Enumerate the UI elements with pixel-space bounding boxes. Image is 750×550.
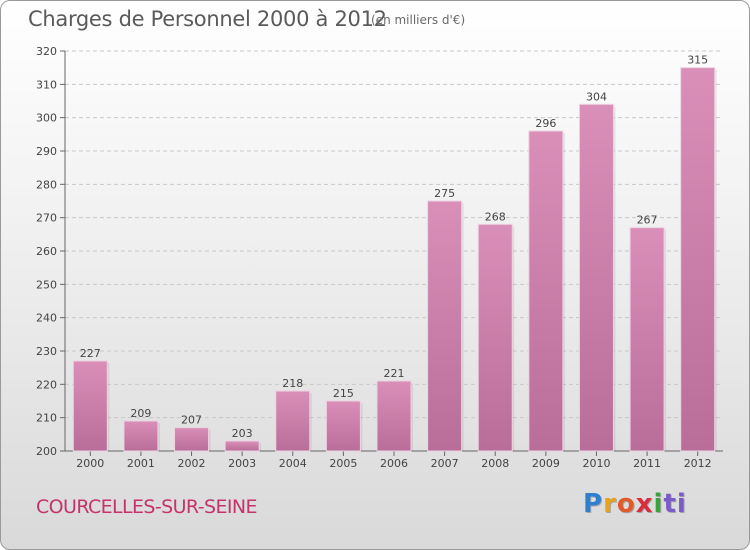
data-label: 268 bbox=[485, 210, 506, 223]
x-tick-label: 2003 bbox=[228, 457, 256, 470]
logo-letter: x bbox=[635, 489, 654, 519]
x-tick-label: 2004 bbox=[279, 457, 307, 470]
y-tick-label: 260 bbox=[36, 245, 57, 258]
x-tick-label: 2001 bbox=[127, 457, 155, 470]
bar bbox=[427, 200, 463, 452]
x-tick-label: 2002 bbox=[178, 457, 206, 470]
bar bbox=[275, 390, 311, 452]
x-tick-label: 2010 bbox=[582, 457, 610, 470]
logo-letter: o bbox=[616, 489, 636, 519]
bar bbox=[629, 227, 665, 452]
bar bbox=[224, 440, 260, 452]
y-tick-label: 230 bbox=[36, 345, 57, 358]
logo-letter: i bbox=[653, 489, 664, 519]
data-label: 267 bbox=[637, 214, 658, 227]
chart-title: Charges de Personnel 2000 à 2012 bbox=[28, 7, 387, 31]
y-tick-label: 290 bbox=[36, 145, 57, 158]
commune-name: COURCELLES-SUR-SEINE bbox=[36, 496, 257, 518]
bar bbox=[680, 67, 716, 452]
x-tick-label: 2009 bbox=[532, 457, 560, 470]
logo-letter: r bbox=[603, 489, 617, 519]
logo-letter: ti bbox=[663, 489, 687, 519]
x-tick-label: 2006 bbox=[380, 457, 408, 470]
bars bbox=[72, 67, 717, 452]
data-label: 203 bbox=[232, 427, 253, 440]
y-tick-label: 270 bbox=[36, 212, 57, 225]
data-label: 227 bbox=[80, 347, 101, 360]
data-label: 215 bbox=[333, 387, 354, 400]
y-tick-label: 240 bbox=[36, 312, 57, 325]
labels: 200 210 220 230 240 250 260 270 280 290 300 310 320 2… bbox=[36, 45, 712, 470]
bar bbox=[72, 360, 108, 452]
chart-subtitle: (en milliers d'€) bbox=[371, 13, 466, 27]
logo-letter: P bbox=[583, 489, 604, 519]
data-label: 275 bbox=[434, 187, 455, 200]
y-tick-label: 200 bbox=[36, 445, 57, 458]
y-tick-label: 280 bbox=[36, 178, 57, 191]
bar bbox=[528, 130, 564, 452]
x-tick-label: 2005 bbox=[329, 457, 357, 470]
proxiti-logo: Proxiti bbox=[583, 489, 687, 519]
bar bbox=[123, 420, 159, 452]
bar bbox=[578, 103, 614, 452]
data-label: 221 bbox=[384, 367, 405, 380]
bar bbox=[174, 427, 210, 452]
bar bbox=[325, 400, 361, 452]
bar bbox=[376, 380, 412, 452]
x-tick-label: 2011 bbox=[633, 457, 661, 470]
data-label: 209 bbox=[130, 407, 151, 420]
x-tick-label: 2007 bbox=[431, 457, 459, 470]
y-tick-label: 300 bbox=[36, 112, 57, 125]
x-tick-label: 2008 bbox=[481, 457, 509, 470]
data-label: 218 bbox=[282, 377, 303, 390]
y-tick-label: 320 bbox=[36, 45, 57, 58]
y-tick-label: 220 bbox=[36, 378, 57, 391]
y-tick-label: 250 bbox=[36, 278, 57, 291]
x-tick-label: 2000 bbox=[76, 457, 104, 470]
bar bbox=[477, 223, 513, 452]
y-tick-label: 310 bbox=[36, 78, 57, 91]
x-tick-label: 2012 bbox=[684, 457, 712, 470]
data-label: 315 bbox=[687, 54, 708, 67]
data-label: 296 bbox=[535, 117, 556, 130]
y-tick-label: 210 bbox=[36, 412, 57, 425]
data-label: 304 bbox=[586, 90, 607, 103]
data-label: 207 bbox=[181, 414, 202, 427]
